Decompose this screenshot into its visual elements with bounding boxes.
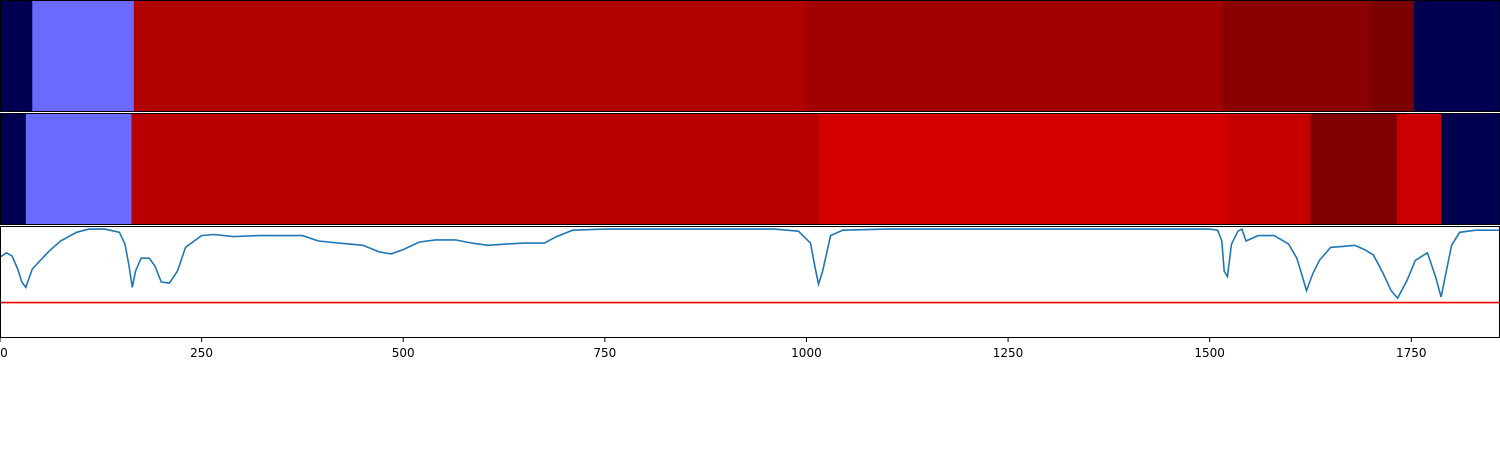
track-1-segment-3 bbox=[133, 0, 807, 112]
x-tick-label-500: 500 bbox=[392, 346, 415, 360]
x-tick-label-1250: 1250 bbox=[993, 346, 1024, 360]
track-1-segment-5 bbox=[1221, 0, 1372, 112]
x-tick-label-1500: 1500 bbox=[1194, 346, 1225, 360]
x-tick-label-750: 750 bbox=[593, 346, 616, 360]
signal-frame bbox=[0, 226, 1500, 338]
track-2-segment-3 bbox=[131, 113, 820, 225]
x-tick-label-0: 0 bbox=[0, 346, 8, 360]
track-1-segment-4 bbox=[806, 0, 1223, 112]
x-tick-label-1000: 1000 bbox=[791, 346, 822, 360]
signal-axes bbox=[0, 226, 1500, 338]
track-1-segment-2 bbox=[32, 0, 135, 112]
x-tick-label-250: 250 bbox=[190, 346, 213, 360]
track-2-segment-1 bbox=[0, 113, 27, 225]
track-2-segment-6 bbox=[1310, 113, 1398, 225]
track-1-segment-7 bbox=[1413, 0, 1500, 112]
track-1-segment-1 bbox=[0, 0, 33, 112]
x-tick-label-1750: 1750 bbox=[1396, 346, 1427, 360]
track-2-segment-2 bbox=[25, 113, 132, 225]
track-1-segment-6 bbox=[1370, 0, 1415, 112]
signal-line bbox=[0, 227, 1500, 300]
segment-tracks bbox=[0, 0, 1500, 225]
track-2-segment-5 bbox=[1227, 113, 1311, 225]
track-2-segment-7 bbox=[1396, 113, 1442, 225]
track-2-segment-8 bbox=[1441, 113, 1500, 225]
x-axis: 0 250 500 750 1000 1250 1500 1750 bbox=[0, 338, 1427, 360]
track-2-segment-4 bbox=[818, 113, 1228, 225]
